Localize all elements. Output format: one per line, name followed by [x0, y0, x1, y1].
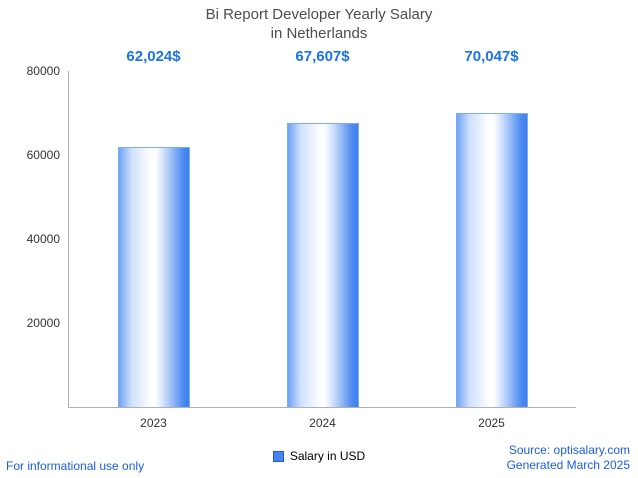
x-axis-tick-label: 2023 [140, 416, 167, 430]
legend: Salary in USD [0, 449, 638, 463]
legend-swatch-icon [272, 450, 284, 462]
y-axis-tick-label: 40000 [26, 232, 60, 246]
chart-title-line1: Bi Report Developer Yearly Salary [205, 6, 433, 23]
bar [286, 123, 359, 407]
x-axis-tick-label: 2024 [309, 416, 336, 430]
bar-value-label: 62,024$ [126, 48, 181, 65]
legend-label: Salary in USD [289, 449, 366, 463]
y-axis-tick-label: 80000 [26, 64, 60, 78]
bar [455, 112, 528, 407]
disclaimer-text: For informational use only [6, 459, 145, 473]
plot-area: 20000 40000 60000 80000 62,024$ 2023 67,607$ 20… [27, 48, 576, 430]
bar-value-label: 70,047$ [464, 48, 519, 65]
y-axis-tick-label: 20000 [26, 316, 60, 330]
generated-date: Generated March 2025 [506, 458, 630, 472]
chart-title: Bi Report Developer Yearly Salary in Net… [0, 6, 638, 44]
footer-source-block: Source: optisalary.com Generated March 2… [507, 443, 630, 473]
bar [117, 146, 190, 407]
source-link[interactable]: Source: optisalary.com [508, 443, 630, 457]
y-axis-tick-label: 60000 [26, 148, 60, 162]
bar-value-label: 67,607$ [295, 48, 350, 65]
chart-title-line2: in Netherlands [270, 24, 368, 42]
x-axis-tick-label: 2025 [478, 416, 505, 430]
